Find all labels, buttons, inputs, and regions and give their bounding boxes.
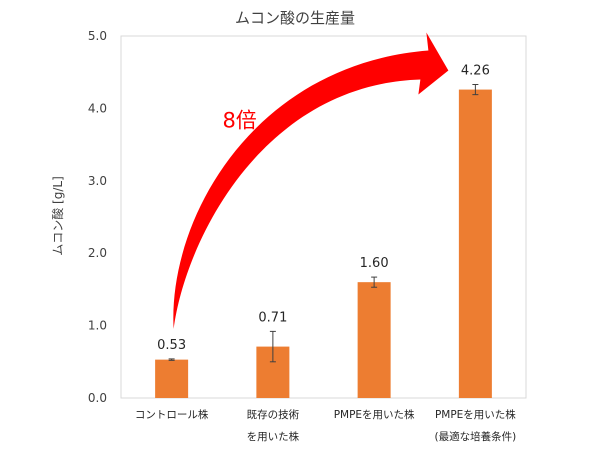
y-tick-label: 2.0: [88, 246, 107, 260]
y-tick-label: 5.0: [88, 29, 107, 43]
data-label: 1.60: [360, 256, 389, 271]
growth-arrow: [173, 32, 449, 329]
data-label: 4.26: [461, 64, 490, 79]
category-label: コントロール株: [135, 408, 209, 421]
chart-title: ムコン酸の生産量: [235, 9, 355, 27]
plot-area-frame: [120, 35, 527, 399]
annotation: 8倍: [173, 32, 449, 329]
bar: [155, 359, 189, 398]
y-axis-label: ムコン酸 [g/L]: [50, 176, 65, 256]
bar: [357, 282, 391, 398]
error-bars: [168, 84, 479, 363]
category-label: を用いた株: [247, 430, 300, 443]
category-label: (最適な培養条件): [435, 430, 517, 443]
category-label: 既存の技術: [247, 408, 300, 421]
y-tick-label: 1.0: [88, 319, 107, 333]
error-bar: [168, 358, 175, 361]
annotation-text: 8倍: [222, 108, 256, 132]
category-label: PMPEを用いた株: [435, 408, 516, 421]
y-tick-label: 0.0: [88, 391, 107, 405]
bars: [155, 89, 492, 399]
bar: [458, 89, 492, 399]
error-bar: [472, 84, 479, 96]
y-tick-label: 4.0: [88, 101, 107, 115]
y-tick-label: 3.0: [88, 174, 107, 188]
category-label: PMPEを用いた株: [334, 408, 415, 421]
y-axis-ticks: 0.0 1.0 2.0 3.0 4.0 5.0: [88, 29, 107, 405]
error-bar: [371, 276, 378, 288]
data-label: 0.71: [258, 310, 287, 325]
error-bar: [269, 330, 276, 363]
data-label: 0.53: [157, 338, 186, 353]
data-labels: 0.53 0.71 1.60 4.26: [157, 64, 490, 353]
